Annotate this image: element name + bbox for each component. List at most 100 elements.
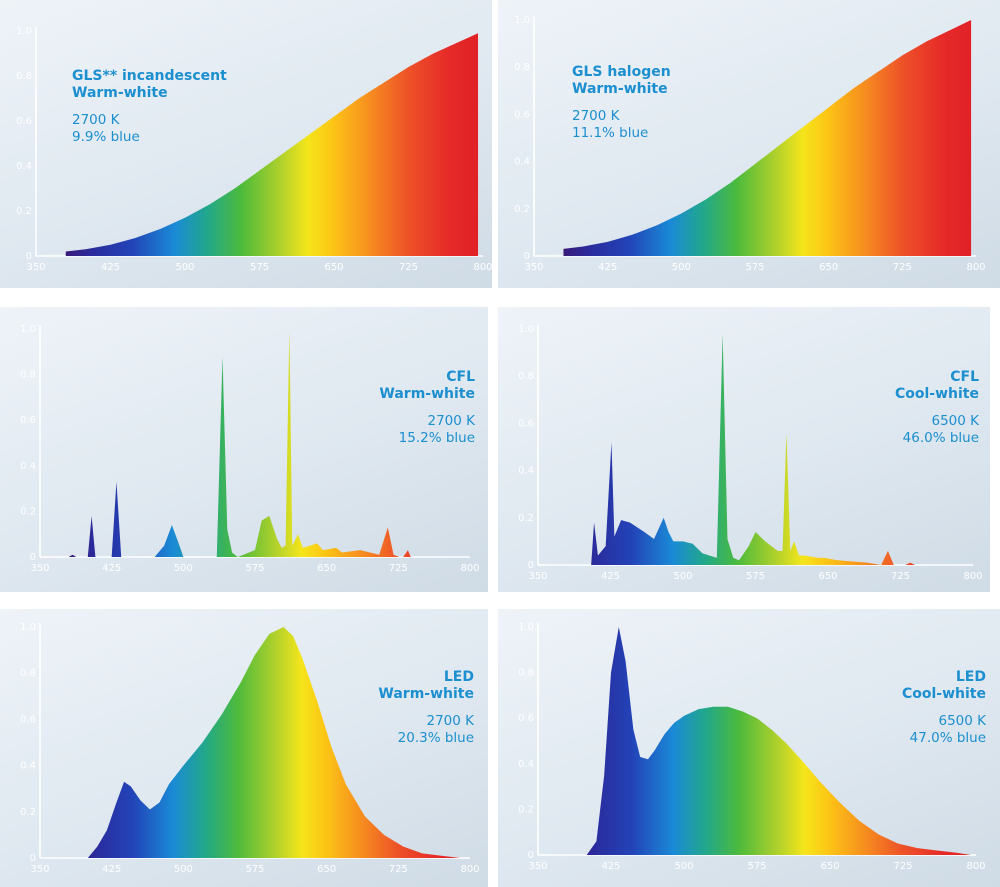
x-tick-label: 800	[473, 262, 492, 273]
y-tick-label: 0.8	[514, 62, 530, 73]
blue-percentage: 20.3% blue	[397, 729, 474, 746]
spectrum-chart: 350 425 500 575 650 725 800 0 0.2 0.4 0.6 0.8 1.0	[518, 324, 982, 582]
chart-subtitle: Warm-white	[572, 81, 668, 98]
x-tick-label: 650	[317, 864, 336, 875]
x-tick-label: 500	[174, 864, 193, 875]
x-tick-label: 575	[245, 563, 264, 574]
x-tick-label: 350	[30, 563, 49, 574]
chart-subtitle: Warm-white	[378, 686, 474, 703]
x-tick-label: 725	[893, 861, 912, 872]
y-tick-label: 1.0	[20, 622, 36, 633]
chart-title: CFL	[950, 369, 979, 385]
x-tick-label: 725	[389, 563, 408, 574]
spectrum-chart: 350 425 500 575 650 725 800 0 0.2 0.4 0.6 0.8 1.0	[514, 15, 985, 273]
x-tick-label: 500	[672, 262, 691, 273]
y-tick-label: 1.0	[514, 15, 530, 26]
spectrum-chart: 350 425 500 575 650 725 800 0 0.2 0.4 0.6 0.8 1.0	[20, 324, 479, 574]
y-tick-label: 0.4	[514, 157, 530, 168]
x-tick-label: 725	[389, 864, 408, 875]
y-tick-label: 0.6	[514, 109, 530, 120]
blue-percentage: 15.2% blue	[398, 429, 475, 446]
x-tick-label: 575	[245, 864, 264, 875]
y-tick-label: 0.6	[518, 713, 534, 724]
y-tick-label: 0.6	[20, 415, 36, 426]
chart-panel-led-warm: 350 425 500 575 650 725 800 0 0.2 0.4 0.6 0.8 1.0 LE…	[0, 609, 488, 887]
y-tick-label: 0.2	[514, 204, 530, 215]
chart-panel-cfl-warm: 350 425 500 575 650 725 800 0 0.2 0.4 0.6 0.8 1.0 CF…	[0, 307, 488, 592]
y-tick-label: 0.2	[518, 804, 534, 815]
y-tick-label: 0.4	[518, 466, 534, 477]
y-tick-label: 0.8	[20, 668, 36, 679]
y-tick-label: 0	[528, 850, 534, 861]
x-tick-label: 575	[745, 262, 764, 273]
x-tick-label: 575	[250, 262, 269, 273]
x-tick-label: 350	[528, 571, 547, 582]
blue-percentage: 11.1% blue	[572, 124, 649, 141]
spectrum-area	[65, 33, 479, 256]
y-tick-label: 0.2	[518, 513, 534, 524]
spectrum-chart: 350 425 500 575 650 725 800 0 0.2 0.4 0.6 0.8 1.0	[518, 622, 985, 872]
y-tick-label: 0.4	[20, 461, 36, 472]
color-temperature: 6500 K	[931, 413, 979, 430]
chart-panel-gls-halogen: 350 425 500 575 650 725 800 0 0.2 0.4 0.6 0.8 1.0 GL…	[498, 0, 1000, 288]
chart-label: CFL Warm-white 2700 K 15.2% blue	[379, 369, 475, 446]
y-tick-label: 0.2	[20, 807, 36, 818]
color-temperature: 2700 K	[572, 108, 620, 125]
x-tick-label: 350	[524, 262, 543, 273]
chart-label: LED Cool-white 6500 K 47.0% blue	[902, 669, 986, 746]
y-tick-label: 1.0	[518, 324, 534, 335]
x-tick-label: 575	[747, 861, 766, 872]
x-tick-label: 500	[174, 563, 193, 574]
y-tick-label: 0.8	[16, 71, 32, 82]
x-tick-label: 500	[673, 571, 692, 582]
chart-subtitle: Warm-white	[379, 386, 475, 403]
y-tick-label: 0.6	[518, 418, 534, 429]
x-tick-label: 425	[598, 262, 617, 273]
x-tick-label: 500	[175, 262, 194, 273]
x-tick-label: 350	[30, 864, 49, 875]
x-tick-label: 800	[460, 864, 479, 875]
x-tick-label: 800	[963, 571, 982, 582]
chart-subtitle: Cool-white	[894, 386, 979, 403]
chart-panel-led-cool: 350 425 500 575 650 725 800 0 0.2 0.4 0.6 0.8 1.0 LE…	[498, 609, 1000, 887]
chart-subtitle: Warm-white	[72, 85, 168, 102]
x-tick-label: 800	[966, 861, 985, 872]
x-tick-label: 800	[460, 563, 479, 574]
y-tick-label: 0.2	[20, 506, 36, 517]
y-tick-label: 0.2	[16, 206, 32, 217]
y-tick-label: 0	[524, 251, 530, 262]
x-tick-label: 425	[601, 571, 620, 582]
y-tick-label: 0	[30, 552, 36, 563]
chart-title: CFL	[446, 369, 475, 385]
x-tick-label: 425	[102, 864, 121, 875]
x-tick-label: 650	[818, 571, 837, 582]
chart-title: GLS halogen	[572, 64, 671, 80]
y-tick-label: 0.8	[518, 668, 534, 679]
x-tick-label: 350	[528, 861, 547, 872]
spectrum-area	[563, 20, 972, 256]
chart-label: LED Warm-white 2700 K 20.3% blue	[378, 669, 474, 746]
y-tick-label: 0.8	[518, 371, 534, 382]
chart-subtitle: Cool-white	[901, 686, 986, 703]
y-tick-label: 0	[26, 251, 32, 262]
x-tick-label: 350	[26, 262, 45, 273]
x-tick-label: 650	[317, 563, 336, 574]
chart-label: GLS halogen Warm-white 2700 K 11.1% blue	[572, 64, 671, 141]
x-tick-label: 575	[746, 571, 765, 582]
y-tick-label: 0.4	[20, 761, 36, 772]
x-tick-label: 725	[399, 262, 418, 273]
spectrum-chart: 350 425 500 575 650 725 800 0 0.2 0.4 0.6 0.8 1.0	[20, 622, 479, 875]
y-tick-label: 0.6	[20, 714, 36, 725]
x-tick-label: 725	[891, 571, 910, 582]
spectrum-chart: 350 425 500 575 650 725 800 0 0.2 0.4 0.6 0.8 1.0	[16, 26, 492, 273]
x-tick-label: 425	[102, 563, 121, 574]
x-tick-label: 650	[324, 262, 343, 273]
chart-label: GLS** incandescent Warm-white 2700 K 9.9…	[72, 68, 227, 145]
x-tick-label: 425	[601, 861, 620, 872]
blue-percentage: 9.9% blue	[72, 128, 140, 145]
spectrum-area	[87, 627, 461, 858]
chart-title: LED	[443, 669, 474, 685]
color-temperature: 2700 K	[427, 413, 475, 430]
spectrum-area	[586, 627, 972, 855]
chart-title: GLS** incandescent	[72, 68, 227, 84]
